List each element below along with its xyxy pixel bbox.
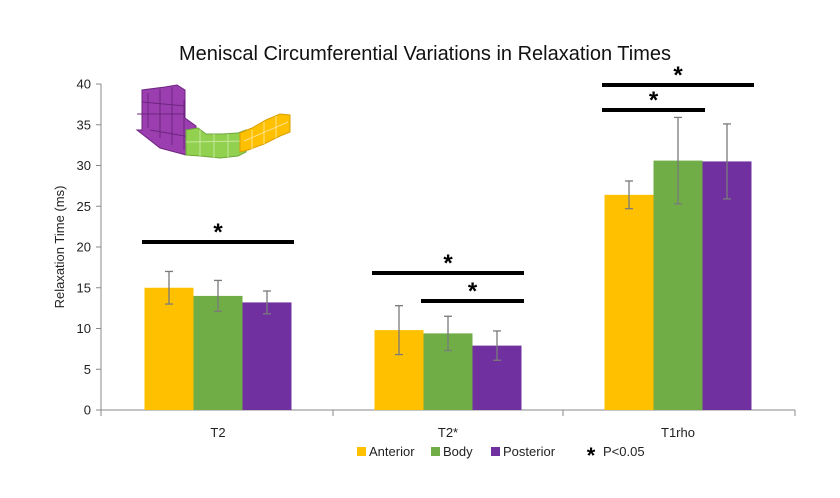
significance-star: * bbox=[213, 219, 223, 246]
error-bars bbox=[165, 116, 731, 361]
meniscus-segments-icon bbox=[135, 84, 291, 159]
y-tick-label: 0 bbox=[84, 403, 91, 418]
error-bar bbox=[165, 270, 173, 305]
significance-bracket: * bbox=[602, 62, 754, 89]
meniscus-body-segment bbox=[185, 127, 247, 159]
y-tick-label: 20 bbox=[77, 240, 91, 255]
bar-posterior bbox=[242, 302, 292, 410]
legend-item-significance: * P<0.05 bbox=[587, 443, 645, 468]
chart-title: Meniscal Circumferential Variations in R… bbox=[179, 43, 671, 65]
meniscus-anterior-segment bbox=[239, 113, 291, 153]
legend: Anterior Body Posterior * P<0.05 bbox=[357, 443, 645, 468]
legend-significance-label: P<0.05 bbox=[603, 444, 645, 459]
significance-star: * bbox=[649, 87, 659, 114]
legend-item-anterior: Anterior bbox=[357, 444, 415, 459]
error-bar bbox=[674, 116, 682, 205]
y-tick-label: 35 bbox=[77, 117, 91, 132]
significance-star: * bbox=[443, 250, 453, 277]
bar-body bbox=[193, 295, 243, 410]
bars bbox=[144, 160, 752, 410]
error-bar bbox=[444, 315, 452, 352]
bar-anterior bbox=[604, 194, 654, 410]
legend-swatch bbox=[357, 447, 366, 456]
error-bar bbox=[395, 305, 403, 356]
error-bar bbox=[214, 279, 222, 313]
meniscus-posterior-segment bbox=[135, 84, 197, 156]
error-bar bbox=[625, 180, 633, 210]
axes: 0 5 10 15 20 25 30 35 40 T2 T2* T1rho bbox=[77, 77, 796, 440]
y-tick-label: 15 bbox=[77, 280, 91, 295]
legend-item-body: Body bbox=[431, 444, 473, 459]
y-tick-label: 30 bbox=[77, 158, 91, 173]
x-tick-label: T2 bbox=[210, 425, 225, 440]
legend-label: Body bbox=[443, 444, 473, 459]
error-bar bbox=[723, 123, 731, 200]
x-tick-label: T2* bbox=[438, 425, 458, 440]
bar-posterior bbox=[702, 161, 752, 410]
y-axis-label: Relaxation Time (ms) bbox=[52, 186, 67, 309]
legend-swatch bbox=[431, 447, 440, 456]
significance-markers: * * * * * bbox=[142, 62, 754, 305]
legend-significance-symbol: * bbox=[587, 443, 596, 468]
error-bar bbox=[493, 330, 501, 361]
significance-star: * bbox=[673, 62, 683, 89]
error-bar bbox=[263, 290, 271, 315]
legend-swatch bbox=[491, 447, 500, 456]
y-tick-label: 40 bbox=[77, 77, 91, 92]
y-tick-label: 25 bbox=[77, 199, 91, 214]
legend-item-posterior: Posterior bbox=[491, 444, 556, 459]
significance-bracket: * bbox=[142, 219, 294, 246]
significance-bracket: * bbox=[421, 278, 524, 305]
significance-star: * bbox=[468, 278, 478, 305]
significance-bracket: * bbox=[602, 87, 705, 114]
significance-bracket: * bbox=[372, 250, 524, 277]
y-tick-label: 10 bbox=[77, 321, 91, 336]
legend-label: Anterior bbox=[369, 444, 415, 459]
legend-label: Posterior bbox=[503, 444, 556, 459]
bar-anterior bbox=[144, 287, 194, 410]
x-tick-label: T1rho bbox=[661, 425, 695, 440]
y-tick-label: 5 bbox=[84, 362, 91, 377]
